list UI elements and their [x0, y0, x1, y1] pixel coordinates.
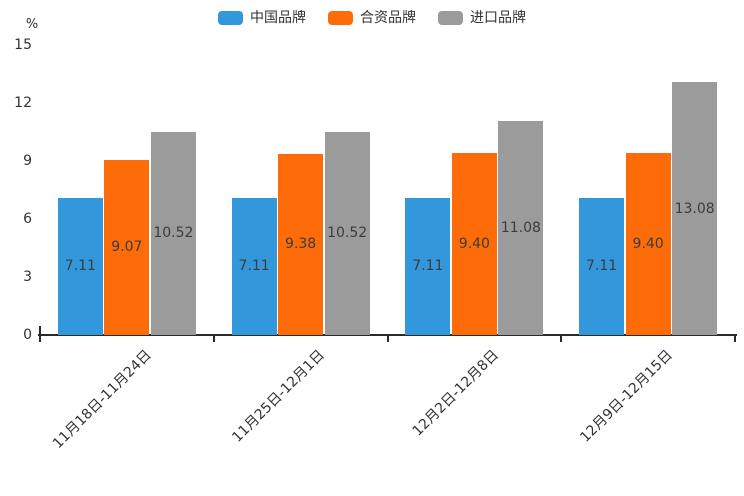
legend-swatch-icon — [218, 11, 243, 25]
bar-value-label: 9.38 — [285, 236, 317, 253]
chart-legend: 中国品牌 合资品牌 进口品牌 — [0, 8, 744, 28]
bar-value-label: 13.08 — [674, 200, 715, 217]
bar-value-label: 9.07 — [111, 239, 143, 256]
legend-item-3[interactable]: 进口品牌 — [438, 8, 526, 28]
y-tick-label: 12 — [14, 95, 32, 111]
x-category-label: 12月9日-12月15日 — [576, 347, 676, 446]
x-axis-tick — [560, 336, 563, 342]
y-tick-label: 6 — [23, 211, 32, 227]
bar-合资品牌-3: 9.40 — [451, 153, 497, 335]
bar-value-label: 7.11 — [586, 258, 618, 275]
x-axis-tick — [39, 336, 41, 342]
bar-中国品牌-2: 7.11 — [231, 197, 277, 335]
y-tick-label: 9 — [23, 153, 32, 169]
x-category-label: 11月25日-12月1日 — [229, 347, 329, 446]
bar-进口品牌-1: 10.52 — [150, 131, 196, 335]
bar-中国品牌-1: 7.11 — [57, 197, 103, 335]
bar-进口品牌-4: 13.08 — [672, 82, 718, 335]
bar-value-label: 10.52 — [327, 225, 368, 242]
legend-item-2[interactable]: 合资品牌 — [328, 8, 416, 28]
bar-合资品牌-2: 9.38 — [278, 153, 324, 335]
legend-label: 中国品牌 — [250, 10, 306, 26]
bar-合资品牌-4: 9.40 — [625, 153, 671, 335]
bar-value-label: 7.11 — [412, 258, 444, 275]
legend-item-1[interactable]: 中国品牌 — [218, 8, 306, 28]
bar-进口品牌-3: 11.08 — [498, 120, 544, 335]
bar-中国品牌-4: 7.11 — [579, 197, 625, 335]
x-axis-origin-tick — [39, 326, 41, 334]
x-axis-line — [38, 334, 737, 336]
x-axis-tick — [734, 336, 736, 342]
legend-label: 进口品牌 — [470, 10, 526, 26]
y-tick-label: 0 — [23, 327, 32, 343]
bar-value-label: 10.52 — [153, 225, 194, 242]
x-category-label: 11月18日-11月24日 — [49, 347, 155, 452]
x-axis-tick — [386, 336, 389, 342]
bar-合资品牌-1: 9.07 — [104, 159, 150, 335]
bar-value-label: 9.40 — [632, 236, 664, 253]
bar-value-label: 9.40 — [458, 236, 490, 253]
bar-中国品牌-3: 7.11 — [405, 197, 451, 335]
legend-label: 合资品牌 — [360, 10, 416, 26]
bar-进口品牌-2: 10.52 — [324, 131, 370, 335]
y-axis-unit-label: % — [25, 17, 39, 32]
x-category-label: 12月2日-12月8日 — [409, 347, 502, 440]
x-axis-tick — [212, 336, 215, 342]
legend-swatch-icon — [438, 11, 463, 25]
legend-swatch-icon — [328, 11, 353, 25]
bar-value-label: 11.08 — [500, 219, 541, 236]
bar-value-label: 7.11 — [64, 258, 96, 275]
bar-value-label: 7.11 — [238, 258, 270, 275]
y-tick-label: 15 — [14, 37, 32, 53]
y-tick-label: 3 — [23, 269, 32, 285]
